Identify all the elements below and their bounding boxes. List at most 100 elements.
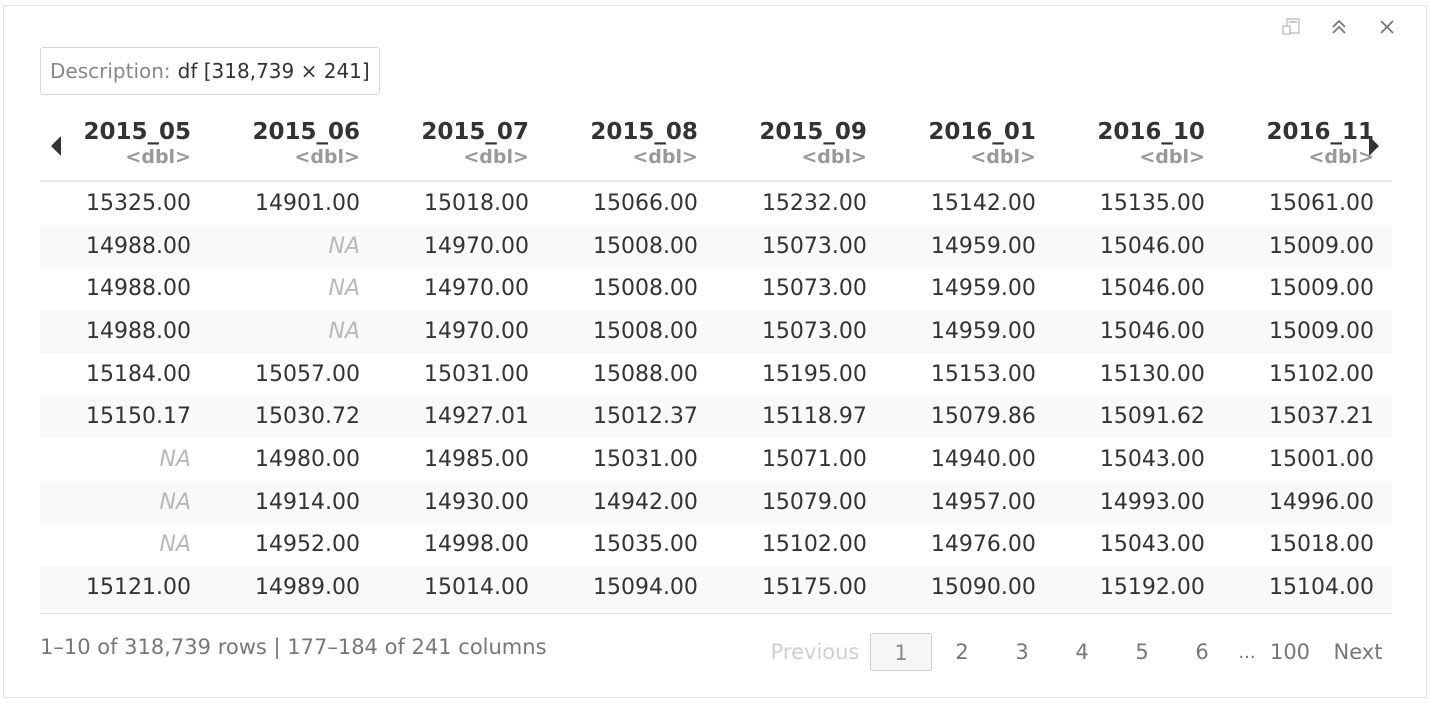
column-name: 2015_08 xyxy=(590,119,698,145)
table-cell: 15001.00 xyxy=(1269,446,1374,472)
table-cell: 14970.00 xyxy=(423,276,529,302)
pagination: Previous 1 2 3 4 5 6 ... 100 Next xyxy=(760,632,1398,672)
column-name: 2015_06 xyxy=(252,119,360,145)
table-cell: 15043.00 xyxy=(1099,532,1205,558)
table-header-row: 2015_05 <dbl> 2015_06 <dbl> 2015_07 <dbl> 2015… xyxy=(40,112,1392,182)
table-cell: NA xyxy=(328,276,360,302)
table-row: NA 14914.00 14930.00 14942.00 15079.00 14957.… xyxy=(40,480,1392,524)
page-2-button[interactable]: 2 xyxy=(955,640,969,664)
table-cell: 15150.17 xyxy=(40,395,209,439)
table-cell: 15121.00 xyxy=(40,566,209,609)
table-cell: 14959.00 xyxy=(884,310,1054,353)
page-6-button[interactable]: 6 xyxy=(1195,640,1209,664)
window-controls xyxy=(1278,14,1400,40)
table-cell: 14952.00 xyxy=(254,532,360,558)
table-cell: 15066.00 xyxy=(592,190,698,216)
column-name: 2015_05 xyxy=(83,119,191,145)
column-header[interactable]: 2015_07 <dbl> xyxy=(377,112,547,182)
table-cell: 15135.00 xyxy=(1099,190,1205,216)
table-cell: 15012.37 xyxy=(546,395,716,439)
page-4-button[interactable]: 4 xyxy=(1075,640,1089,664)
table-cell: NA xyxy=(40,480,209,524)
description-value: df [318,739 × 241] xyxy=(177,59,370,83)
column-header[interactable]: 2015_06 <dbl> xyxy=(208,112,378,182)
table-cell: 15079.86 xyxy=(884,395,1054,439)
previous-page-button[interactable]: Previous xyxy=(770,640,860,664)
table-cell: 15046.00 xyxy=(1053,310,1223,353)
table-cell: 15102.00 xyxy=(761,532,867,558)
data-table: 2015_05 <dbl> 2015_06 <dbl> 2015_07 <dbl> 2015… xyxy=(40,112,1392,609)
table-cell: NA xyxy=(159,532,191,558)
table-cell: 14989.00 xyxy=(208,566,378,609)
table-cell: 15073.00 xyxy=(715,224,885,268)
column-type: <dbl> xyxy=(463,146,529,168)
table-cell: 15031.00 xyxy=(423,361,529,387)
column-type: <dbl> xyxy=(632,146,698,168)
table-cell: 14959.00 xyxy=(930,276,1036,302)
table-cell: 15061.00 xyxy=(1269,190,1374,216)
table-cell: 15035.00 xyxy=(592,532,698,558)
table-cell: 15104.00 xyxy=(1222,566,1392,609)
table-row: NA 14952.00 14998.00 15035.00 15102.00 14976.… xyxy=(40,524,1392,567)
table-row: 15325.00 14901.00 15018.00 15066.00 15232.00… xyxy=(40,181,1392,225)
column-type: <dbl> xyxy=(801,146,867,168)
table-cell: 14927.01 xyxy=(377,395,547,439)
column-header[interactable]: 2015_08 <dbl> xyxy=(546,112,716,182)
page-100-button[interactable]: 100 xyxy=(1269,640,1311,664)
table-cell: 15094.00 xyxy=(546,566,716,609)
table-cell: 14914.00 xyxy=(208,480,378,524)
table-cell: 15175.00 xyxy=(715,566,885,609)
close-icon[interactable] xyxy=(1374,14,1400,40)
table-cell: 15008.00 xyxy=(592,276,698,302)
current-page-button[interactable]: 1 xyxy=(870,633,932,671)
table-cell: NA xyxy=(208,310,378,353)
table-body: 15325.00 14901.00 15018.00 15066.00 15232.00… xyxy=(40,181,1392,609)
table-bottom-border xyxy=(40,613,1392,614)
collapse-icon[interactable] xyxy=(1326,14,1352,40)
pagination-ellipsis: ... xyxy=(1238,641,1256,663)
table-row: 15150.17 15030.72 14927.01 15012.37 15118.97… xyxy=(40,395,1392,439)
row-column-summary: 1–10 of 318,739 rows | 177–184 of 241 co… xyxy=(40,635,547,659)
table-cell: 15030.72 xyxy=(208,395,378,439)
table-cell: 15325.00 xyxy=(86,190,191,216)
table-cell: 14988.00 xyxy=(40,224,209,268)
next-page-button[interactable]: Next xyxy=(1333,640,1383,664)
table-cell: 15014.00 xyxy=(377,566,547,609)
table-cell: 14970.00 xyxy=(377,224,547,268)
table-cell: 15232.00 xyxy=(761,190,867,216)
column-header[interactable]: 2015_09 <dbl> xyxy=(715,112,885,182)
table-cell: 14957.00 xyxy=(884,480,1054,524)
table-cell: 15018.00 xyxy=(1269,532,1374,558)
table-row: 14988.00 NA 14970.00 15008.00 15073.00 14959.… xyxy=(40,310,1392,353)
table-cell: 14996.00 xyxy=(1222,480,1392,524)
table-cell: NA xyxy=(159,446,191,472)
table-cell: 15008.00 xyxy=(546,310,716,353)
page-3-button[interactable]: 3 xyxy=(1015,640,1029,664)
table-cell: 15130.00 xyxy=(1099,361,1205,387)
page-5-button[interactable]: 5 xyxy=(1135,640,1149,664)
table-cell: 15192.00 xyxy=(1053,566,1223,609)
popout-icon[interactable] xyxy=(1278,14,1304,40)
table-cell: 15046.00 xyxy=(1099,276,1205,302)
column-type: <dbl> xyxy=(125,146,191,168)
column-header[interactable]: 2016_10 <dbl> xyxy=(1053,112,1223,182)
column-header[interactable]: 2016_11 <dbl> xyxy=(1222,112,1392,182)
table-cell: 15091.62 xyxy=(1053,395,1223,439)
column-header[interactable]: 2015_05 <dbl> xyxy=(40,112,209,182)
column-name: 2016_11 xyxy=(1266,119,1374,145)
table-cell: 15009.00 xyxy=(1222,310,1392,353)
table-cell: 14940.00 xyxy=(930,446,1036,472)
column-name: 2016_01 xyxy=(928,119,1036,145)
table-cell: 15088.00 xyxy=(592,361,698,387)
table-row: 14988.00 NA 14970.00 15008.00 15073.00 14959.… xyxy=(40,267,1392,310)
column-type: <dbl> xyxy=(970,146,1036,168)
column-header[interactable]: 2016_01 <dbl> xyxy=(884,112,1054,182)
table-cell: 14988.00 xyxy=(86,276,191,302)
table-cell: 14976.00 xyxy=(930,532,1036,558)
column-type: <dbl> xyxy=(1139,146,1205,168)
table-cell: 15018.00 xyxy=(423,190,529,216)
column-name: 2015_09 xyxy=(759,119,867,145)
table-cell: 15071.00 xyxy=(761,446,867,472)
table-cell: 15008.00 xyxy=(546,224,716,268)
table-cell: 15184.00 xyxy=(86,361,191,387)
